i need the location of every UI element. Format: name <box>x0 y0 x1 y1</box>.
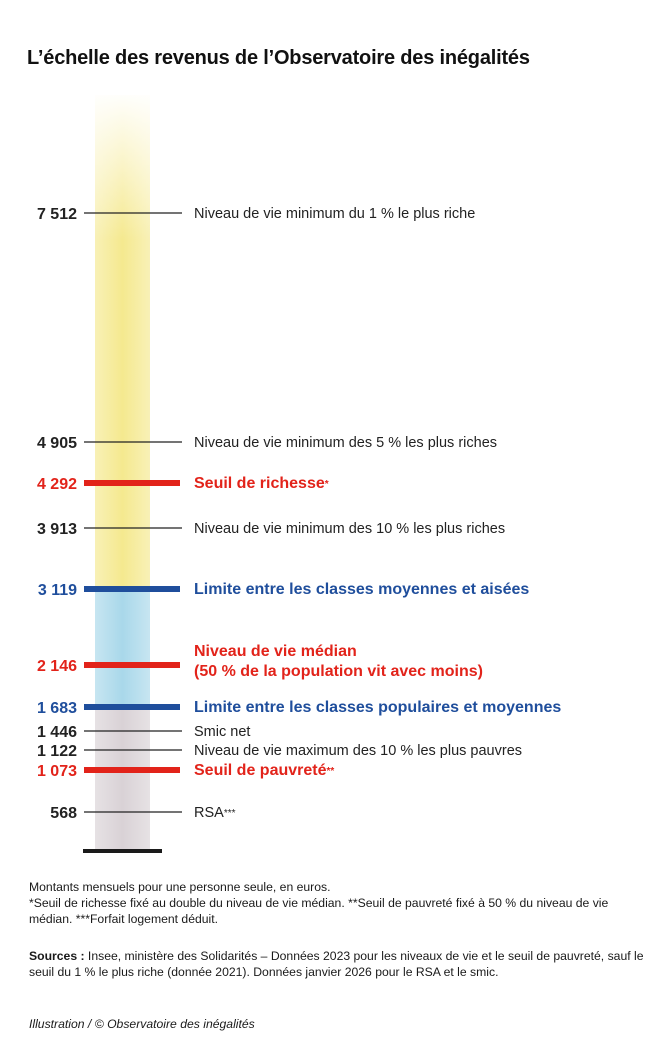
level-value-label: 2 146 <box>37 658 77 675</box>
level-value-label: 1 446 <box>37 724 77 741</box>
level-description: Limite entre les classes moyennes et ais… <box>194 581 529 598</box>
scale-level-10: 568 RSA*** <box>50 805 235 822</box>
level-value-label: 4 292 <box>37 476 77 493</box>
level-value-label: 3 913 <box>37 521 77 538</box>
scale-levels: 7 512 Niveau de vie minimum du 1 % le plu… <box>37 206 561 822</box>
level-marker-bar <box>84 767 180 773</box>
income-scale-chart: 7 512 Niveau de vie minimum du 1 % le plu… <box>37 90 561 853</box>
credit: Illustration / © Observatoire des inégal… <box>29 1017 255 1031</box>
scale-level-1: 4 905 Niveau de vie minimum des 5 % les p… <box>37 435 497 452</box>
level-description: Niveau de vie médian <box>194 643 357 660</box>
sources: Sources : Insee, ministère des Solidarit… <box>29 948 644 980</box>
level-description: Niveau de vie maximum des 10 % les plus … <box>194 743 522 759</box>
level-description: Seuil de richesse* <box>194 475 329 492</box>
level-description-line2: (50 % de la population vit avec moins) <box>194 663 483 680</box>
scale-level-7: 1 446 Smic net <box>37 724 250 741</box>
level-value-label: 1 683 <box>37 700 77 717</box>
level-description: Seuil de pauvreté** <box>194 762 334 779</box>
level-value-label: 4 905 <box>37 435 77 452</box>
sources-text: Insee, ministère des Solidarités – Donné… <box>29 949 644 979</box>
scale-level-3: 3 913 Niveau de vie minimum des 10 % les … <box>37 521 505 538</box>
scale-level-8: 1 122 Niveau de vie maximum des 10 % les … <box>37 743 522 760</box>
level-description: Limite entre les classes populaires et m… <box>194 699 561 716</box>
sources-label: Sources : <box>29 949 85 963</box>
footnotes: Montants mensuels pour une personne seul… <box>29 879 644 927</box>
level-description: Smic net <box>194 724 250 740</box>
scale-level-9: 1 073 Seuil de pauvreté** <box>37 762 334 780</box>
level-description: Niveau de vie minimum des 10 % les plus … <box>194 521 505 537</box>
level-footnote-mark: *** <box>224 808 236 819</box>
level-value-label: 7 512 <box>37 206 77 223</box>
level-footnote-mark: ** <box>327 766 335 777</box>
level-marker-bar <box>84 586 180 592</box>
scale-level-5: 2 146 Niveau de vie médian (50 % de la pop… <box>37 643 483 680</box>
level-footnote-mark: * <box>325 479 329 490</box>
scale-level-2: 4 292 Seuil de richesse* <box>37 475 329 493</box>
level-marker-bar <box>84 662 180 668</box>
level-value-label: 1 122 <box>37 743 77 760</box>
level-value-label: 568 <box>50 805 77 822</box>
level-marker-bar <box>84 480 180 486</box>
scale-level-4: 3 119 Limite entre les classes moyennes e… <box>38 581 530 599</box>
footnote-definitions: *Seuil de richesse fixé au double du niv… <box>29 896 609 926</box>
level-value-label: 1 073 <box>37 763 77 780</box>
footnote-units: Montants mensuels pour une personne seul… <box>29 880 331 894</box>
chart-title: L’échelle des revenus de l’Observatoire … <box>27 47 530 69</box>
scale-level-6: 1 683 Limite entre les classes populaires… <box>37 699 561 717</box>
level-description: Niveau de vie minimum du 1 % le plus ric… <box>194 206 475 222</box>
level-marker-bar <box>84 704 180 710</box>
level-value-label: 3 119 <box>38 582 77 599</box>
level-description: RSA*** <box>194 805 236 821</box>
scale-level-0: 7 512 Niveau de vie minimum du 1 % le plu… <box>37 206 475 223</box>
scale-top-fade <box>90 90 155 240</box>
level-description: Niveau de vie minimum des 5 % les plus r… <box>194 435 497 451</box>
scale-base <box>83 849 162 853</box>
